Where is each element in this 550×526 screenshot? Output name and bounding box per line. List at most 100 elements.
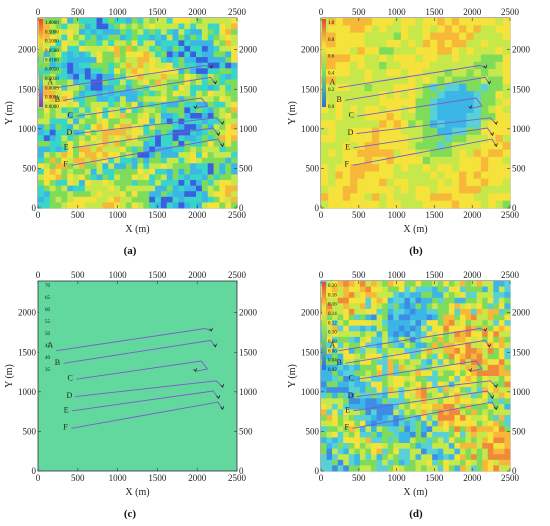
well-label-a: A [47,77,53,86]
well-end-a [483,64,488,69]
x-axis-label: X (m) [125,224,149,235]
colorbar-label: 1.0 [328,21,335,26]
colorbar-swatch [39,19,43,107]
well-label-c: C [68,374,73,383]
well-end-c [193,368,197,373]
colorbar: 1.0 0.8 0.6 0.4 0.2 0.0 [322,19,335,110]
well-path-e [353,127,493,149]
well-path-b [345,76,490,101]
colorbar-swatch [39,282,43,370]
y-axis-label: Y (m) [4,101,15,125]
colorbar-label: 65 [45,296,51,301]
panel-caption: (c) [124,508,137,520]
axes: 0050050010001000150015002000200025002500… [4,7,258,235]
well-label-d: D [348,391,354,400]
x-tick-label: 2000 [188,473,207,483]
colorbar: 0.20 0.18 0.16 0.14 0.12 0.10 0.08 0.06 0.04 0.02 [322,282,337,373]
well-end-e [490,132,494,136]
well-end-e [490,395,494,399]
x-tick-label-top: 1500 [425,270,444,280]
heatmap-field [321,281,511,472]
x-tick-label: 0 [319,210,324,220]
x-tick-label-top: 0 [36,270,41,280]
well-end-c [193,105,197,110]
x-tick-label: 1500 [425,210,444,220]
well-path-a [56,65,212,89]
well-end-d [220,383,225,388]
well-end-d [494,383,498,388]
x-tick-label-top: 2500 [501,7,520,17]
well-path-d [75,117,224,135]
x-tick-label: 500 [71,210,85,220]
colorbar-label: 0.16 [328,303,337,308]
colorbar-label: 0.08 [328,340,337,345]
x-tick-label-top: 2000 [463,7,482,17]
colorbar-label: 0.1000 [45,40,59,45]
well-end-d [220,120,225,125]
well-end-f [220,406,225,411]
well-label-d: D [67,128,73,137]
colorbar-label: 0.18 [328,293,337,298]
well-end-a [209,327,213,332]
y-tick-label-right: 1500 [239,347,258,357]
well-label-a: A [329,77,335,86]
y-tick-label-right: 2000 [239,308,258,318]
x-tick-label: 2500 [501,473,520,483]
x-tick-label: 1500 [148,473,167,483]
well-label-e: E [345,142,350,151]
well-path-a [338,65,486,89]
well-path-d [356,380,497,398]
well-end-a [209,64,213,69]
colorbar-label: 0.2 [328,88,335,93]
plot-frame [37,280,238,472]
colorbar-label: 0.0500 [45,49,59,54]
colorbar: 1.0000 0.5000 0.1000 0.0500 0.0100 0.0050 0.00… [39,19,59,110]
well-end-c [468,105,473,110]
colorbar-label: 0.0050 [45,68,59,73]
well-path-d [356,117,497,135]
well-label-b: B [337,95,342,104]
x-tick-label-top: 0 [36,7,41,17]
colorbar-label: 0.0001 [45,96,59,101]
well-label-c: C [68,111,73,120]
well-path-c [357,97,483,117]
y-tick-label: 1500 [18,347,37,357]
x-tick-label: 1500 [148,210,167,220]
y-tick-label-right: 0 [239,466,244,476]
x-tick-label-top: 2000 [188,7,207,17]
colorbar-label: 0.14 [328,312,337,317]
y-tick-label-right: 500 [512,163,526,173]
well-path-e [353,390,493,412]
colorbar-label: 70 [45,284,51,289]
x-tick-label: 500 [352,210,366,220]
x-tick-label: 500 [352,473,366,483]
x-tick-label-top: 2000 [463,270,482,280]
y-tick-label: 500 [306,426,320,436]
colorbar-label: 0.0000 [45,105,59,110]
well-end-e [216,132,221,136]
y-tick-label: 0 [315,466,320,476]
well-label-c: C [349,374,354,383]
colorbar-label: 0.5000 [45,30,59,35]
x-tick-label: 0 [319,473,324,483]
y-tick-label-right: 1500 [512,84,531,94]
x-tick-label: 1000 [388,473,407,483]
colorbar-label: 40 [45,356,51,361]
x-tick-label: 1000 [388,210,407,220]
well-path-f [352,138,497,166]
y-tick-label-right: 2000 [239,45,258,55]
y-tick-label-right: 0 [512,466,517,476]
x-tick-label-top: 500 [352,7,366,17]
well-path-a [56,328,212,352]
x-tick-label: 2000 [188,210,207,220]
well-path-e [72,390,220,412]
x-tick-label-top: 500 [71,270,85,280]
y-axis-label: Y (m) [287,364,298,388]
well-end-f [220,143,225,148]
y-tick-label-right: 1000 [239,124,258,134]
x-tick-label-top: 2000 [188,270,207,280]
colorbar: 70 65 60 55 50 45 40 35 [39,282,51,373]
